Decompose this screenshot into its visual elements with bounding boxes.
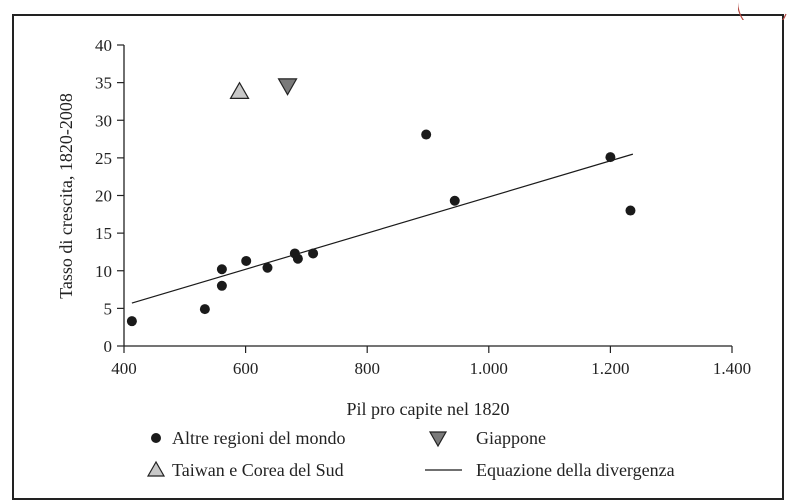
- point-altre-regioni: [421, 129, 432, 140]
- legend-label: Giappone: [476, 428, 546, 448]
- y-tick-label: 15: [95, 224, 112, 243]
- point-altre-regioni: [241, 255, 252, 266]
- y-tick-label: 10: [95, 262, 112, 281]
- y-tick-label: 25: [95, 149, 112, 168]
- point-altre-regioni: [216, 280, 227, 291]
- point-altre-regioni: [262, 262, 273, 273]
- legend-triangle-down-marker: [428, 431, 448, 448]
- point-altre-regioni: [126, 316, 137, 327]
- y-tick-label: 30: [95, 111, 112, 130]
- legend-circle-marker: [151, 433, 161, 443]
- x-axis-title: Pil pro capite nel 1820: [347, 399, 510, 419]
- y-tick-label: 35: [95, 74, 112, 93]
- x-tick-label: 800: [354, 359, 380, 378]
- x-tick-label: 600: [233, 359, 259, 378]
- point-giappone: [277, 78, 298, 96]
- point-altre-regioni: [199, 304, 210, 315]
- y-tick-label: 5: [104, 299, 113, 318]
- x-tick-label: 1.000: [470, 359, 508, 378]
- legend-label: Altre regioni del mondo: [172, 428, 345, 448]
- point-altre-regioni: [308, 248, 319, 259]
- point-altre-regioni: [292, 253, 303, 264]
- y-axis-title: Tasso di crescita, 1820-2008: [56, 93, 76, 299]
- axes: 0 5 10 15 20 25 30 35 40 400 600 800 1.000 1.200 1.400: [95, 36, 751, 378]
- point-altre-regioni: [216, 264, 227, 275]
- x-tick-label: 400: [111, 359, 137, 378]
- x-tick-label: 1.200: [591, 359, 629, 378]
- y-tick-label: 40: [95, 36, 112, 55]
- y-tick-label: 0: [104, 337, 113, 356]
- point-taiwan-corea: [229, 81, 250, 100]
- data-marks: [126, 78, 636, 327]
- chart-frame: [12, 14, 784, 500]
- point-altre-regioni: [625, 205, 636, 216]
- legend: Altre regioni del mondo Giappone Taiwan e …: [146, 428, 675, 480]
- legend-label: Equazione della divergenza: [476, 460, 675, 480]
- legend-label: Taiwan e Corea del Sud: [172, 460, 344, 480]
- legend-triangle-up-marker: [146, 460, 166, 477]
- divergence-line: [131, 153, 634, 304]
- y-tick-label: 20: [95, 187, 112, 206]
- point-altre-regioni: [449, 195, 460, 206]
- point-altre-regioni: [605, 152, 616, 163]
- x-tick-label: 1.400: [713, 359, 751, 378]
